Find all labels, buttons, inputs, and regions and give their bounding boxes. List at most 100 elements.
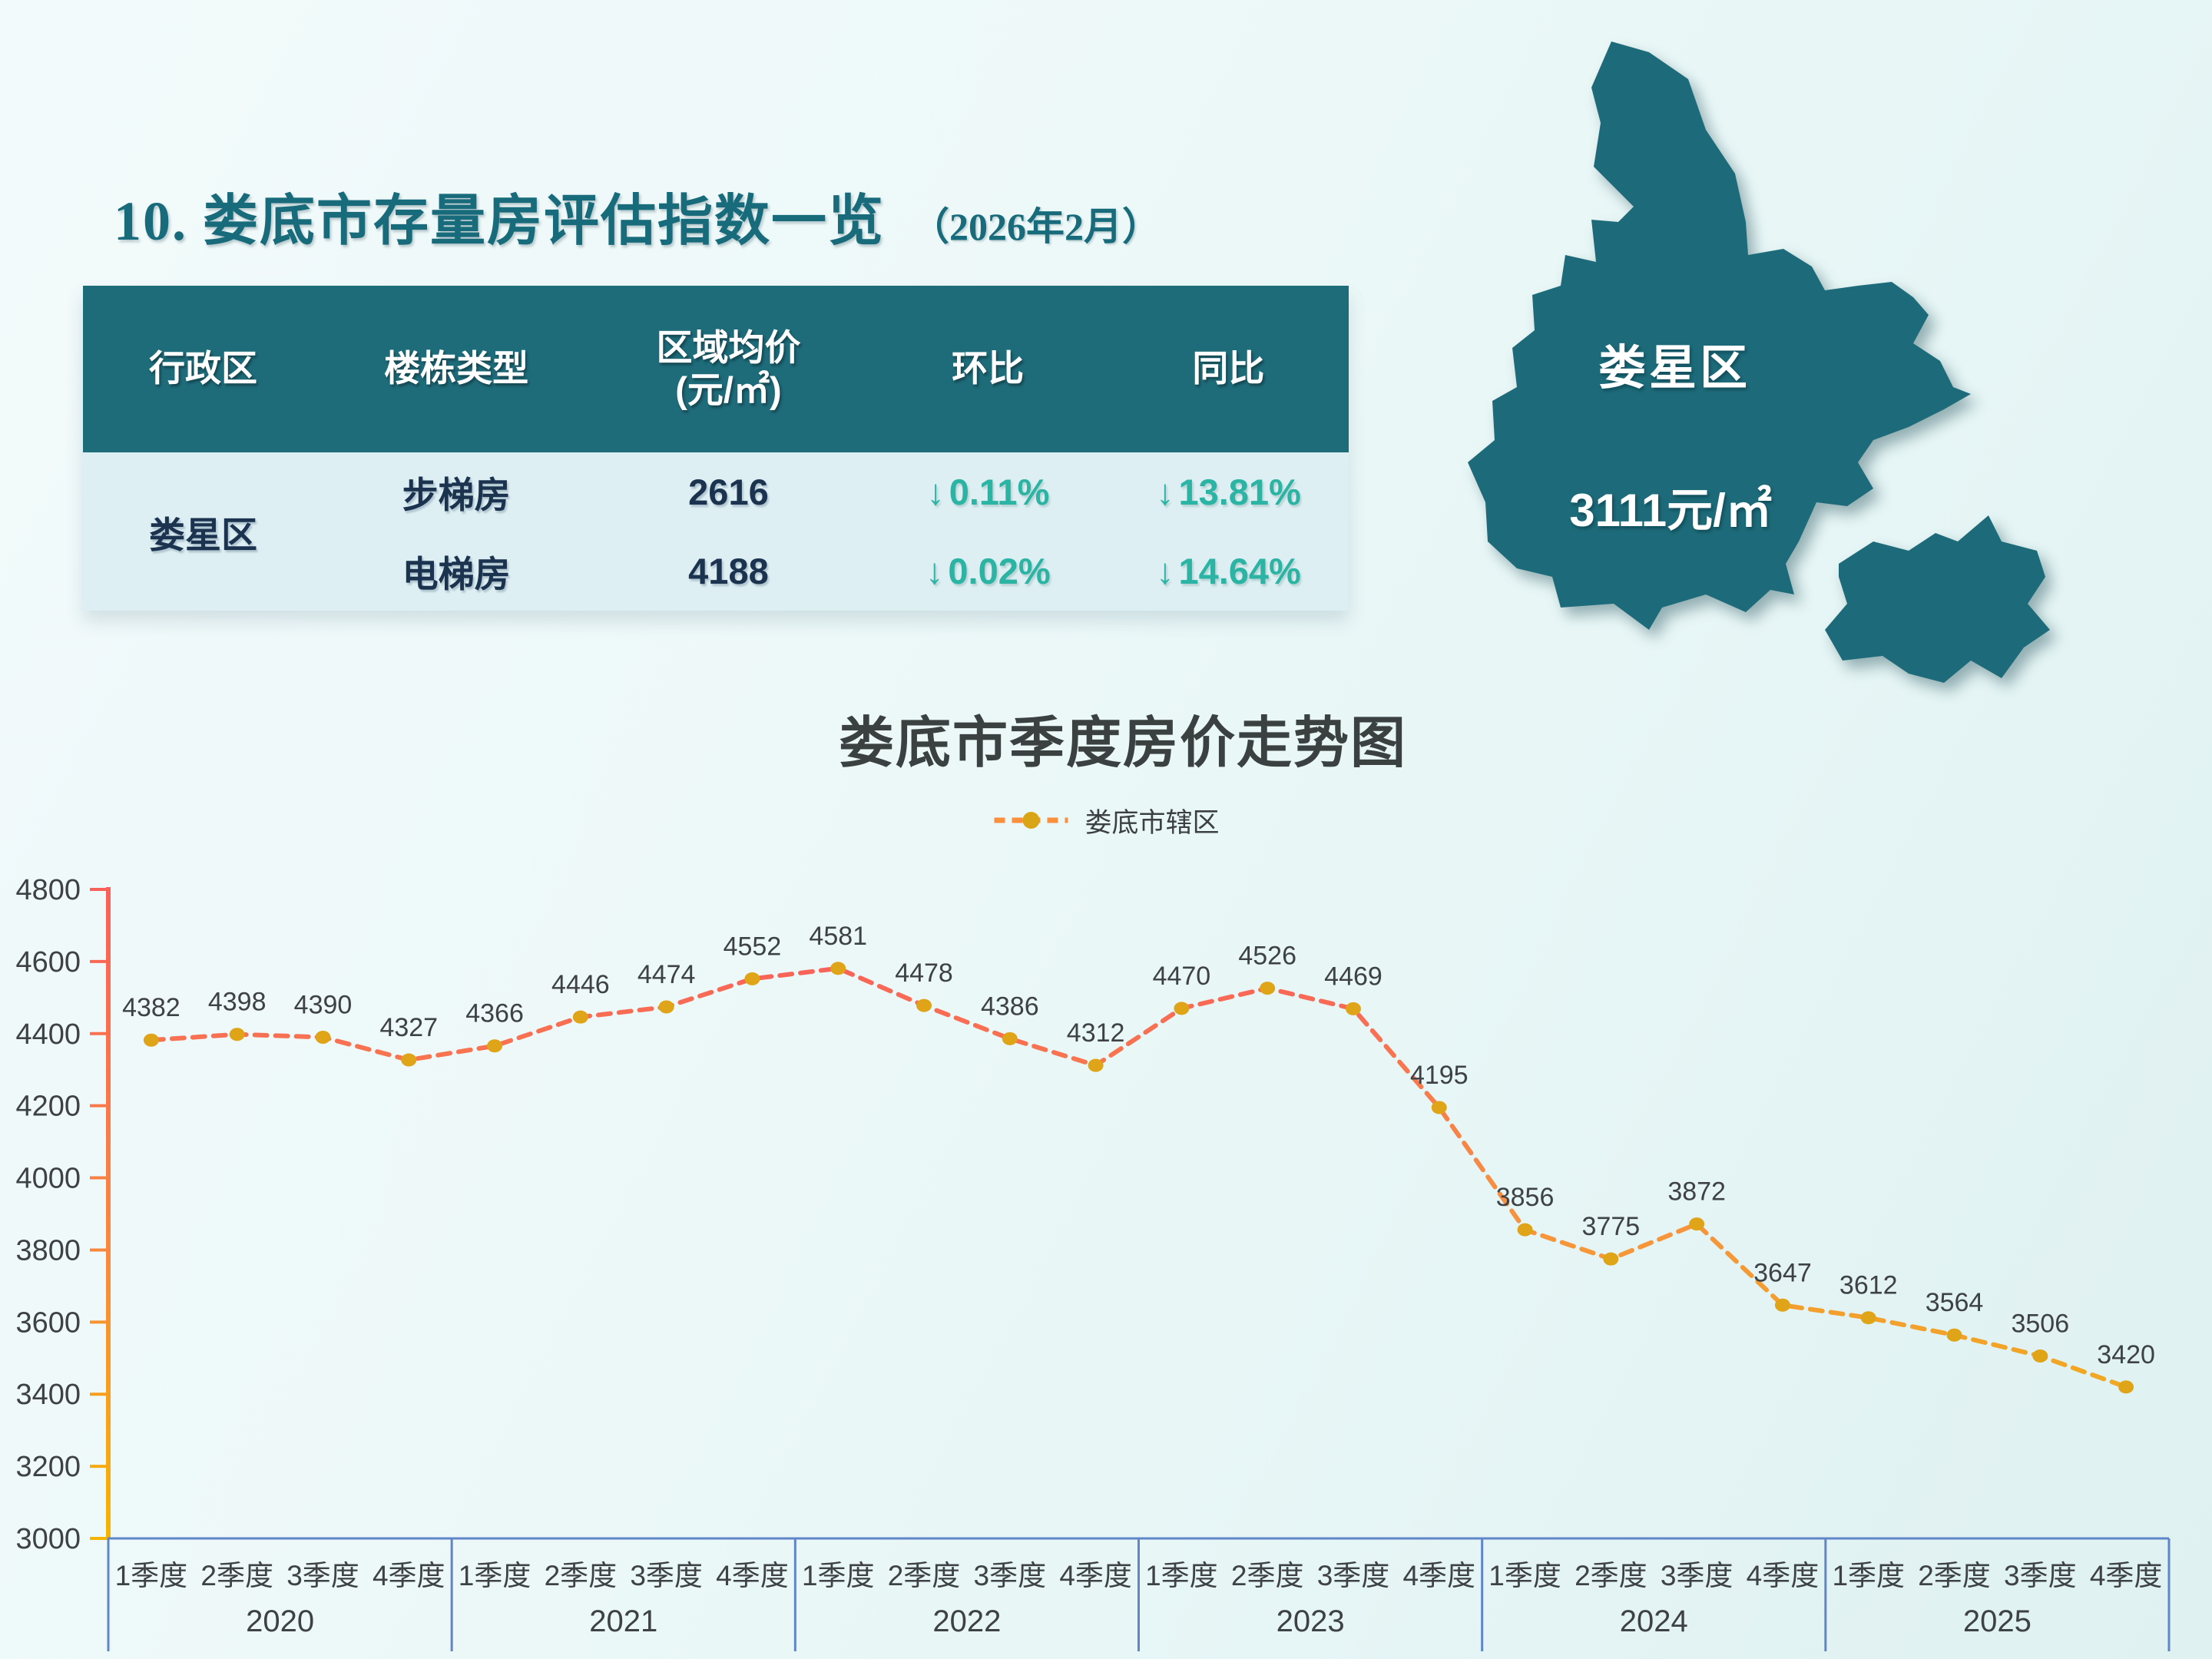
- table-row-1-avg-price: 4188: [688, 551, 769, 591]
- y-axis-tick-label: 3000: [15, 1523, 81, 1555]
- data-point-marker: [1517, 1223, 1533, 1237]
- x-axis-quarter-label: 3季度: [286, 1560, 359, 1591]
- page-title-date: （2026年2月）: [911, 205, 1161, 248]
- x-axis-quarter-label: 3季度: [2004, 1560, 2077, 1591]
- data-point-value-label: 3872: [1667, 1177, 1726, 1207]
- table-row-0-yoy-value: 13.81%: [1178, 472, 1301, 512]
- data-point-marker: [1345, 1002, 1361, 1015]
- trend-chart-canvas: 3000 3200 3400 3600 3800 4000 4200 4400 4600 4800…: [15, 874, 2171, 1651]
- x-axis-quarter-label: 4季度: [1402, 1560, 1475, 1591]
- district-map-main-shape: [1468, 41, 1971, 630]
- chart-legend: 娄底市辖区: [992, 799, 1220, 842]
- data-point-value-label: 3612: [1839, 1271, 1898, 1300]
- x-axis-quarter-label: 2季度: [545, 1560, 618, 1591]
- data-point-marker: [2032, 1349, 2048, 1363]
- data-point-marker: [744, 972, 760, 985]
- data-point-value-label: 4446: [551, 970, 610, 999]
- x-axis-quarter-label: 4季度: [373, 1560, 445, 1591]
- data-point-value-label: 3564: [1926, 1288, 1984, 1317]
- x-axis-quarter-label: 1季度: [802, 1560, 875, 1591]
- x-axis-quarter-label: 3季度: [974, 1560, 1047, 1591]
- data-point-marker: [1260, 982, 1276, 995]
- x-axis-year-label: 2021: [589, 1604, 657, 1638]
- table-row-1-yoy-value: 14.64%: [1178, 551, 1301, 591]
- data-point-marker: [1860, 1311, 1876, 1325]
- data-point-value-label: 3420: [2097, 1340, 2155, 1369]
- table-row-0-mom-value: 0.11%: [949, 472, 1050, 512]
- x-axis-quarter-label: 1季度: [459, 1560, 531, 1591]
- x-axis-quarter-label: 2季度: [888, 1560, 961, 1591]
- down-arrow-icon: ↓: [1155, 551, 1174, 591]
- down-arrow-icon: ↓: [925, 551, 944, 591]
- x-axis-quarter-label: 2季度: [1918, 1560, 1991, 1591]
- data-point-value-label: 3775: [1582, 1212, 1641, 1241]
- x-axis-quarter-label: 4季度: [1059, 1560, 1132, 1591]
- data-point-value-label: 4526: [1238, 942, 1296, 971]
- evaluation-table: 行政区 楼栋类型 区域均价 (元/㎡) 环比 同比 娄星区 步梯房 2616 ↓…: [83, 286, 1349, 611]
- data-point-value-label: 4312: [1067, 1018, 1125, 1048]
- data-point-value-label: 3856: [1496, 1183, 1555, 1212]
- data-point-value-label: 4366: [465, 999, 524, 1028]
- y-axis-tick-label: 4800: [15, 874, 81, 906]
- col-header-mom: 环比: [952, 348, 1025, 389]
- data-point-marker: [572, 1010, 588, 1024]
- data-point-marker: [658, 1000, 674, 1014]
- table-row-0-mom: ↓ 0.11%: [868, 452, 1108, 531]
- data-point-marker: [1689, 1217, 1705, 1231]
- data-point-value-label: 4552: [724, 932, 782, 961]
- district-cell: 娄星区: [149, 514, 258, 555]
- table-row-1-building-type: 电梯房: [402, 554, 511, 594]
- data-point-value-label: 4581: [809, 922, 867, 951]
- data-point-value-label: 4382: [122, 993, 180, 1022]
- y-axis-tick-label: 3400: [15, 1379, 81, 1411]
- x-axis-quarter-label: 2季度: [1575, 1560, 1647, 1591]
- down-arrow-icon: ↓: [1155, 472, 1174, 512]
- data-point-value-label: 4470: [1153, 962, 1211, 991]
- x-axis-year-label: 2023: [1277, 1604, 1345, 1638]
- x-axis-quarter-label: 1季度: [1488, 1560, 1561, 1591]
- data-point-marker: [916, 998, 932, 1012]
- data-point-marker: [1088, 1058, 1104, 1072]
- data-point-marker: [229, 1028, 245, 1041]
- data-point-value-label: 4195: [1410, 1061, 1469, 1090]
- data-point-marker: [1174, 1002, 1190, 1015]
- down-arrow-icon: ↓: [926, 472, 945, 512]
- data-point-marker: [315, 1030, 331, 1044]
- data-point-marker: [2118, 1380, 2134, 1394]
- legend-dashed-line-icon: [994, 812, 1068, 829]
- data-point-marker: [1946, 1328, 1962, 1342]
- col-header-avg-price: 区域均价 (元/㎡): [589, 286, 868, 452]
- y-axis-tick-label: 4200: [15, 1091, 81, 1123]
- col-header-district: 行政区: [149, 348, 258, 389]
- data-point-marker: [1431, 1101, 1447, 1114]
- y-axis-tick-label: 3600: [15, 1306, 81, 1339]
- data-point-value-label: 4474: [637, 960, 696, 989]
- data-point-marker: [401, 1053, 417, 1067]
- col-header-building-type: 楼栋类型: [384, 348, 529, 389]
- district-map-se-shape: [1825, 515, 2050, 683]
- table-row-0-avg-price: 2616: [688, 472, 769, 512]
- x-axis-quarter-label: 3季度: [1317, 1560, 1390, 1591]
- y-axis-tick-label: 3200: [15, 1451, 81, 1483]
- y-axis-tick-label: 3800: [15, 1234, 81, 1267]
- data-point-marker: [1774, 1298, 1790, 1312]
- data-point-value-label: 3647: [1753, 1258, 1812, 1287]
- page-title: 10. 娄底市存量房评估指数一览 （2026年2月）: [114, 175, 1161, 256]
- table-row-1-mom: ↓ 0.02%: [868, 531, 1108, 611]
- x-axis-quarter-label: 1季度: [1145, 1560, 1218, 1591]
- map-district-label: 娄星区: [1598, 342, 1750, 395]
- x-axis-quarter-label: 4季度: [1747, 1560, 1820, 1591]
- data-point-value-label: 4327: [379, 1013, 438, 1042]
- x-axis-year-label: 2022: [932, 1604, 1001, 1638]
- data-point-marker: [830, 962, 846, 975]
- table-row-1-yoy: ↓ 14.64%: [1108, 531, 1349, 611]
- col-header-avg-price-line1: 区域均价: [656, 327, 801, 369]
- data-point-marker: [1603, 1252, 1619, 1266]
- table-row-0-building-type: 步梯房: [402, 475, 511, 515]
- x-axis-quarter-label: 1季度: [1832, 1560, 1905, 1591]
- data-point-value-label: 4478: [895, 959, 953, 988]
- data-point-value-label: 4386: [981, 992, 1039, 1021]
- col-header-avg-price-unit: (元/㎡): [675, 369, 782, 410]
- legend-label: 娄底市辖区: [1084, 807, 1220, 838]
- data-point-value-label: 4398: [208, 988, 267, 1017]
